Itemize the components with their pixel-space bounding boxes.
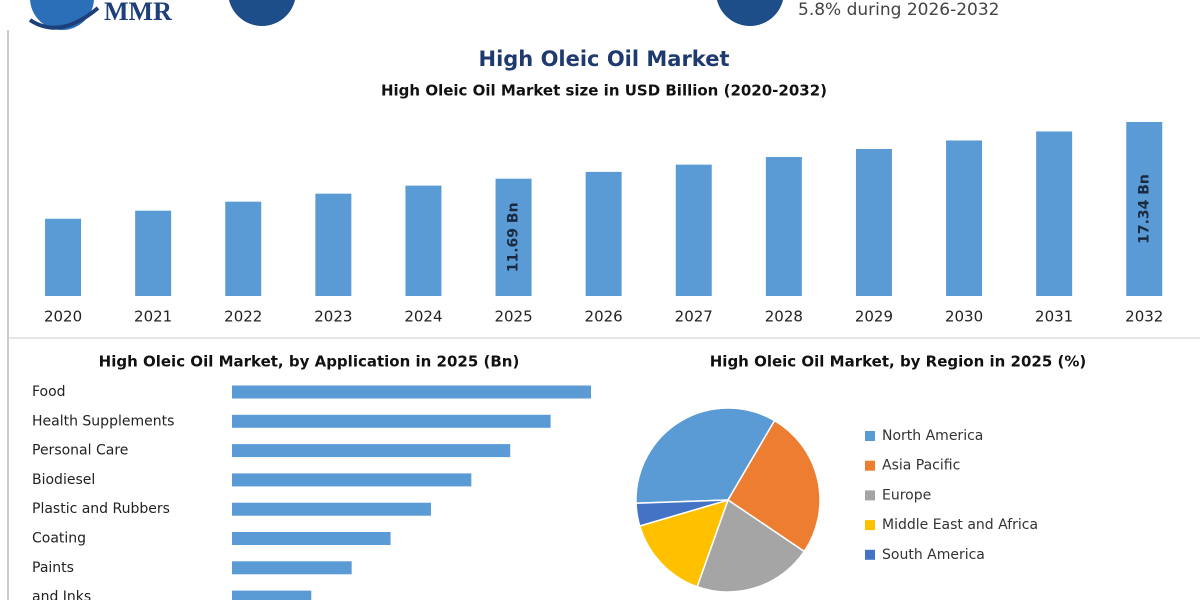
x-tick-label: 2025 xyxy=(494,308,532,326)
bar xyxy=(232,532,391,545)
pie-slice xyxy=(635,499,729,527)
chart-title: High Oleic Oil Market xyxy=(479,47,730,71)
bar xyxy=(675,164,712,296)
growth-text: 5.8% during 2026-2032 xyxy=(798,0,1000,20)
legend-swatch xyxy=(865,520,875,531)
legend-label: Middle East and Africa xyxy=(882,517,1038,533)
x-tick-label: 2026 xyxy=(585,308,623,326)
x-tick-label: 2030 xyxy=(945,308,983,326)
bar xyxy=(45,218,82,296)
y-tick-label: Coating xyxy=(32,531,86,547)
y-tick-label: Plastic and Rubbers xyxy=(32,501,170,517)
legend-label: Asia Pacific xyxy=(882,458,960,474)
bar xyxy=(585,171,622,296)
legend-label: North America xyxy=(882,428,983,444)
x-tick-label: 2024 xyxy=(404,308,442,326)
chart-title: High Oleic Oil Market, by Application in… xyxy=(99,353,520,371)
y-tick-label: Health Supplements xyxy=(32,413,174,429)
bar xyxy=(765,157,802,296)
bar xyxy=(232,590,312,604)
bar xyxy=(232,473,472,487)
header-icon xyxy=(228,0,296,26)
value-label: 17.34 Bn xyxy=(1136,174,1152,244)
legend-swatch xyxy=(865,460,875,471)
bar xyxy=(232,561,352,575)
bar xyxy=(315,193,352,296)
pie-slice xyxy=(638,498,730,588)
pie-slice xyxy=(696,498,806,593)
bar xyxy=(232,385,591,399)
bar xyxy=(232,444,511,458)
bar xyxy=(1126,122,1163,296)
logo-swoosh xyxy=(28,6,100,30)
bar xyxy=(1036,131,1073,296)
bar xyxy=(405,185,442,296)
bar xyxy=(135,210,172,296)
pie-slice xyxy=(726,419,821,553)
chart-subtitle: High Oleic Oil Market size in USD Billio… xyxy=(381,82,827,100)
x-tick-label: 2022 xyxy=(224,308,262,326)
header-icon xyxy=(716,0,784,26)
y-tick-label: Paints xyxy=(32,560,74,576)
x-tick-label: 2031 xyxy=(1035,308,1073,326)
bar xyxy=(855,148,892,296)
legend-swatch xyxy=(865,549,875,560)
logo-text: MMR xyxy=(104,0,172,26)
x-tick-label: 2023 xyxy=(314,308,352,326)
x-tick-label: 2028 xyxy=(765,308,803,326)
y-tick-label: Personal Care xyxy=(32,443,128,459)
bar xyxy=(495,178,532,296)
bar xyxy=(225,201,262,296)
x-tick-label: 2021 xyxy=(134,308,172,326)
x-tick-label: 2020 xyxy=(44,308,82,326)
x-tick-label: 2027 xyxy=(675,308,713,326)
y-tick-label: Biodiesel xyxy=(32,472,95,488)
y-tick-label: and Inks xyxy=(32,589,91,600)
legend-label: Europe xyxy=(882,487,931,503)
bar xyxy=(946,140,983,296)
chart-title: High Oleic Oil Market, by Region in 2025… xyxy=(710,353,1087,371)
legend-label: South America xyxy=(882,547,985,563)
bar xyxy=(232,502,431,516)
legend-swatch xyxy=(865,431,875,441)
legend-swatch xyxy=(865,490,875,501)
bar xyxy=(232,414,551,428)
value-label: 11.69 Bn xyxy=(506,202,522,272)
x-tick-label: 2032 xyxy=(1125,308,1163,326)
x-tick-label: 2029 xyxy=(855,308,893,326)
y-tick-label: Food xyxy=(32,384,66,400)
